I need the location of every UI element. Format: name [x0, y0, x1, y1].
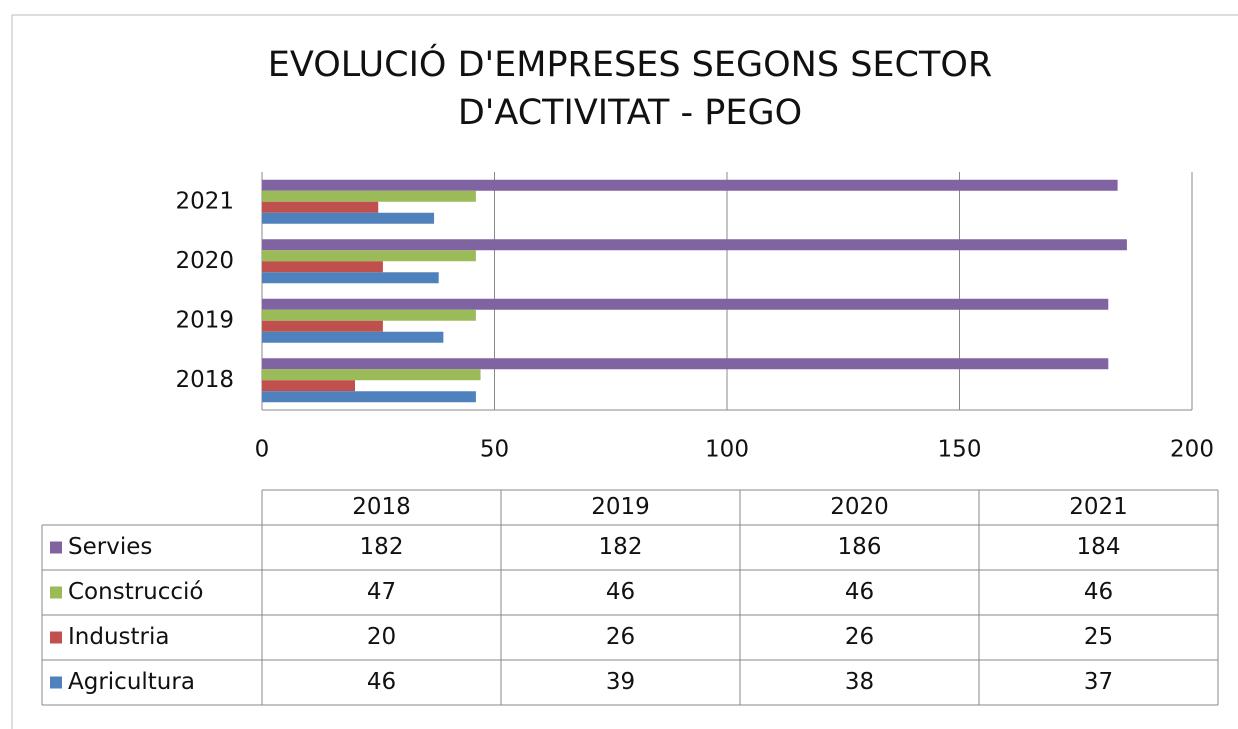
table-cell: 186 [838, 534, 882, 560]
bar [262, 331, 444, 343]
x-tick-label: 200 [1170, 437, 1214, 463]
table-header: 2021 [1069, 494, 1128, 520]
bar [262, 320, 383, 332]
table-cell: 20 [367, 624, 396, 650]
x-tick-label: 150 [938, 437, 982, 463]
bar [262, 309, 476, 321]
bar [262, 391, 476, 403]
y-tick-label: 2020 [175, 248, 234, 274]
table-cell: 46 [1084, 579, 1113, 605]
bar [262, 239, 1127, 251]
bar [262, 380, 355, 392]
y-tick-label: 2019 [175, 307, 234, 333]
legend-key [50, 676, 62, 689]
table-header: 2020 [830, 494, 889, 520]
table-cell: 26 [606, 624, 635, 650]
table-cell: 38 [845, 669, 874, 695]
y-tick-label: 2018 [175, 367, 234, 393]
chart-title: D'ACTIVITAT - PEGO [458, 93, 802, 133]
table-cell: 25 [1084, 624, 1113, 650]
legend-label: Agricultura [68, 669, 195, 695]
bar [262, 369, 481, 381]
bar [262, 201, 379, 213]
table-header: 2019 [591, 494, 650, 520]
table-cell: 46 [367, 669, 396, 695]
table-cell: 184 [1077, 534, 1121, 560]
legend-key [50, 541, 62, 554]
bar [262, 179, 1118, 191]
table-cell: 46 [606, 579, 635, 605]
x-tick-label: 50 [480, 437, 509, 463]
legend-label: Industria [68, 624, 169, 650]
table-cell: 26 [845, 624, 874, 650]
y-tick-label: 2021 [175, 188, 234, 214]
legend-key [50, 586, 62, 599]
table-cell: 37 [1084, 669, 1113, 695]
bar [262, 212, 435, 224]
bar [262, 298, 1109, 310]
chart-title: EVOLUCIÓ D'EMPRESES SEGONS SECTOR [268, 43, 992, 85]
table-cell: 46 [845, 579, 874, 605]
x-tick-label: 100 [705, 437, 749, 463]
x-tick-label: 0 [255, 437, 270, 463]
bar [262, 272, 439, 284]
legend-label: Construcció [68, 579, 204, 605]
table-cell: 47 [367, 579, 396, 605]
bar [262, 261, 383, 273]
table-cell: 39 [606, 669, 635, 695]
bar [262, 190, 476, 202]
table-header: 2018 [352, 494, 411, 520]
table-cell: 182 [599, 534, 643, 560]
table-cell: 182 [360, 534, 404, 560]
bar [262, 358, 1109, 370]
bar [262, 250, 476, 262]
legend-key [50, 631, 62, 644]
legend-label: Servies [68, 534, 152, 560]
